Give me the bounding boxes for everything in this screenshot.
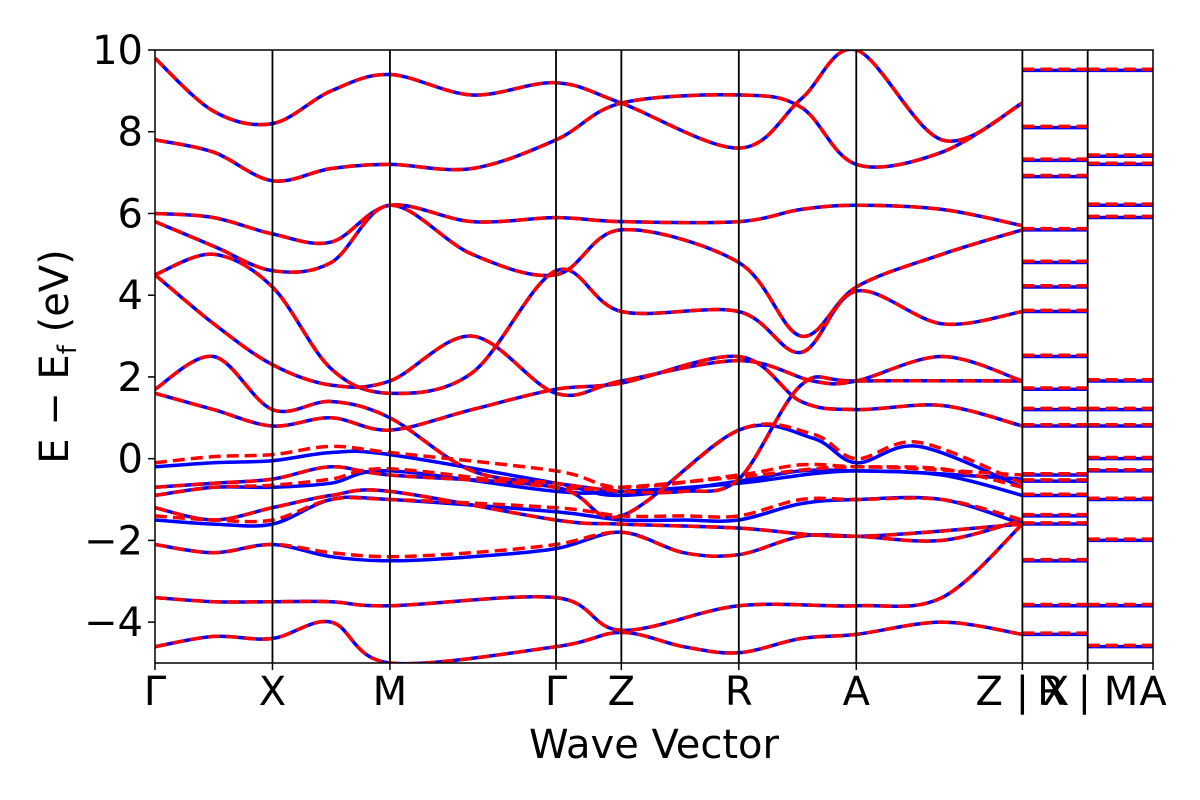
band-line xyxy=(155,354,1023,432)
y-tick-label: −2 xyxy=(84,518,143,564)
x-axis-label: Wave Vector xyxy=(529,722,780,768)
y-tick-label: 4 xyxy=(118,273,143,319)
y-tick-label: 2 xyxy=(118,355,143,401)
y-axis-label-sub: f xyxy=(53,344,83,354)
bands-layer xyxy=(155,50,1153,663)
y-tick-label: 8 xyxy=(118,110,143,156)
x-tick-label: Z | X xyxy=(976,669,1070,715)
x-tick-label: A xyxy=(1139,669,1167,715)
y-tick-label: 0 xyxy=(118,437,143,483)
band-line xyxy=(155,465,1023,498)
x-tick-label: R xyxy=(725,669,753,715)
band-line xyxy=(155,422,1024,520)
y-axis-label-main: E − E xyxy=(32,354,78,464)
x-tick-label: Z xyxy=(608,669,635,715)
band-line xyxy=(155,203,1023,246)
y-tick-label: −4 xyxy=(84,600,143,646)
x-tick-label: M xyxy=(373,669,408,715)
band-line xyxy=(155,495,1023,524)
band-line xyxy=(155,619,1023,663)
series-dashed xyxy=(155,50,1024,663)
x-tick-label: R | M xyxy=(1037,669,1138,715)
band-line xyxy=(155,50,1024,150)
plot-frame xyxy=(154,49,1154,664)
band-line xyxy=(155,273,1023,398)
band-line xyxy=(155,469,1023,498)
y-tick-label: 10 xyxy=(92,28,143,74)
band-line xyxy=(155,50,1024,150)
band-line xyxy=(155,488,1023,539)
band-line xyxy=(155,273,1023,398)
y-axis-ticks: −4 −2 0 2 4 6 8 10 xyxy=(84,28,155,646)
series-solid xyxy=(155,50,1024,663)
x-tick-label: Γ xyxy=(144,669,167,715)
band-line xyxy=(155,518,1023,559)
y-axis-label-unit: (eV) xyxy=(32,249,78,345)
band-line xyxy=(155,93,1024,183)
y-axis-label: E − Ef (eV) xyxy=(32,249,83,464)
band-line xyxy=(155,93,1024,183)
x-tick-label: Γ xyxy=(545,669,568,715)
band-line xyxy=(155,444,1023,490)
y-tick-label: 6 xyxy=(118,191,143,237)
x-tick-label: A xyxy=(843,669,871,715)
kpoint-lines xyxy=(271,50,1089,663)
band-line xyxy=(155,423,1024,520)
x-tick-label: X xyxy=(259,669,286,715)
